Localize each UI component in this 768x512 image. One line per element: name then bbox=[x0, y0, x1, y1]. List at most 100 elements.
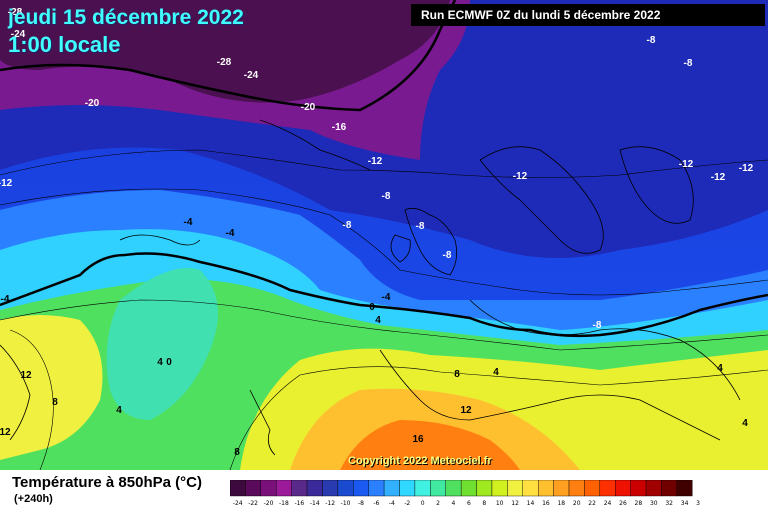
legend-swatch bbox=[430, 480, 446, 497]
forecast-date: jeudi 15 décembre 2022 bbox=[8, 6, 244, 29]
legend-swatch bbox=[537, 480, 554, 497]
legend-value: -16 bbox=[294, 500, 304, 507]
legend-swatch bbox=[522, 480, 539, 497]
legend-swatch bbox=[615, 480, 631, 497]
band-deep-orange bbox=[340, 420, 520, 470]
legend-value: 30 bbox=[650, 500, 658, 507]
legend-value: 18 bbox=[557, 500, 565, 507]
legend-swatch bbox=[230, 480, 246, 497]
legend-swatch bbox=[353, 480, 369, 497]
legend-swatch bbox=[276, 480, 292, 497]
legend-swatch bbox=[291, 480, 308, 497]
legend-value: 4 bbox=[452, 500, 456, 507]
legend-swatch bbox=[460, 480, 477, 497]
contour-label: 8 bbox=[234, 447, 240, 458]
legend-value: 34 bbox=[681, 500, 689, 507]
contour-label: -8 bbox=[593, 320, 602, 331]
legend-value: 24 bbox=[604, 500, 612, 507]
legend-value: -20 bbox=[264, 500, 274, 507]
legend-value: 32 bbox=[665, 500, 673, 507]
legend-swatch bbox=[368, 480, 385, 497]
contour-label: 16 bbox=[412, 434, 424, 445]
legend-value: 14 bbox=[527, 500, 535, 507]
legend-swatch bbox=[383, 480, 400, 497]
legend-value: 36 bbox=[696, 500, 700, 507]
forecast-local-time: 1:00 locale bbox=[8, 32, 121, 57]
contour-label: -20 bbox=[301, 102, 316, 113]
legend-value: 2 bbox=[436, 500, 440, 507]
legend-swatch bbox=[306, 480, 323, 497]
legend-value: 20 bbox=[573, 500, 581, 507]
legend-value: -8 bbox=[358, 500, 364, 507]
contour-label: -8 bbox=[443, 250, 452, 261]
contour-label: 0 bbox=[166, 357, 172, 368]
legend-swatch bbox=[661, 480, 678, 497]
legend-swatch bbox=[645, 480, 662, 497]
legend-value: -10 bbox=[341, 500, 351, 507]
legend-value: 12 bbox=[511, 500, 519, 507]
contour-label: 4 bbox=[742, 418, 748, 429]
contour-label: -4 bbox=[184, 217, 193, 228]
contour-label: -24 bbox=[244, 70, 259, 81]
legend-swatch bbox=[260, 480, 277, 497]
isotherm-minus20 bbox=[0, 0, 457, 112]
contour-label: 0 bbox=[369, 302, 375, 313]
contour-label: -20 bbox=[85, 98, 100, 109]
contour-label: 8 bbox=[52, 397, 58, 408]
contour-label: -24 bbox=[11, 29, 26, 40]
footer: Température à 850hPa (°C) (+240h) -24 -22… bbox=[0, 470, 768, 512]
contour-label: -28 bbox=[8, 7, 23, 18]
legend-swatch bbox=[584, 480, 601, 497]
legend-value: 26 bbox=[619, 500, 627, 507]
contour-label: -12 bbox=[0, 178, 13, 189]
contour-label: -8 bbox=[647, 35, 656, 46]
contour-label: -8 bbox=[343, 220, 352, 231]
contour-label: 4 bbox=[157, 357, 163, 368]
legend-swatch bbox=[599, 480, 616, 497]
variable-title: Température à 850hPa (°C) bbox=[12, 474, 202, 491]
contour-label: 12 bbox=[20, 370, 32, 381]
legend-value: -12 bbox=[325, 500, 335, 507]
legend-swatch bbox=[399, 480, 416, 497]
contour-label: 8 bbox=[454, 369, 460, 380]
contour-label: 4 bbox=[493, 367, 499, 378]
legend-value: 10 bbox=[496, 500, 504, 507]
legend-value: 8 bbox=[482, 500, 486, 507]
contour-label: -12 bbox=[739, 163, 754, 174]
legend-swatch bbox=[322, 480, 339, 497]
legend-swatch bbox=[491, 480, 508, 497]
contour-label: -8 bbox=[382, 191, 391, 202]
legend-swatch bbox=[445, 480, 462, 497]
band-teal bbox=[106, 268, 218, 420]
contour-label: -4 bbox=[1, 294, 10, 305]
contour-label: -12 bbox=[368, 156, 383, 167]
contour-label: -8 bbox=[416, 221, 425, 232]
contour-label: -8 bbox=[684, 58, 693, 69]
legend-value: -18 bbox=[279, 500, 289, 507]
legend-swatch bbox=[676, 480, 693, 497]
legend-swatch bbox=[245, 480, 262, 497]
legend-value: -6 bbox=[373, 500, 379, 507]
temperature-map: -28 -24 -28 -24 -20 -20 -16 -12 -12 -12 -12 -12 -12 -… bbox=[0, 0, 768, 470]
isotherm-minus8 bbox=[0, 188, 768, 296]
band-dark-purple bbox=[0, 0, 450, 103]
contour-label: -12 bbox=[711, 172, 726, 183]
isotherm-minus12 bbox=[0, 149, 768, 178]
contour-label: -4 bbox=[382, 292, 391, 303]
contour-label: 4 bbox=[717, 363, 723, 374]
contour-label: -12 bbox=[679, 159, 694, 170]
contour-label: 12 bbox=[460, 405, 472, 416]
run-info: Run ECMWF 0Z du lundi 5 décembre 2022 bbox=[411, 4, 765, 26]
legend-value: 22 bbox=[588, 500, 596, 507]
legend-value: 6 bbox=[467, 500, 471, 507]
legend-value: -14 bbox=[310, 500, 320, 507]
contour-label: -16 bbox=[332, 122, 347, 133]
contour-label: -28 bbox=[217, 57, 232, 68]
coastlines bbox=[0, 119, 741, 456]
legend-swatch bbox=[337, 480, 354, 497]
contour-label: 12 bbox=[0, 427, 11, 438]
legend-swatch bbox=[630, 480, 647, 497]
color-legend: -24 -22 -20 -18 -16 -14 -12 -10 -8 -6 -4 -2 0 2 4 6 8 10 1… bbox=[230, 480, 700, 507]
legend-value: -22 bbox=[248, 500, 258, 507]
isotherm-plus4 bbox=[0, 299, 768, 351]
